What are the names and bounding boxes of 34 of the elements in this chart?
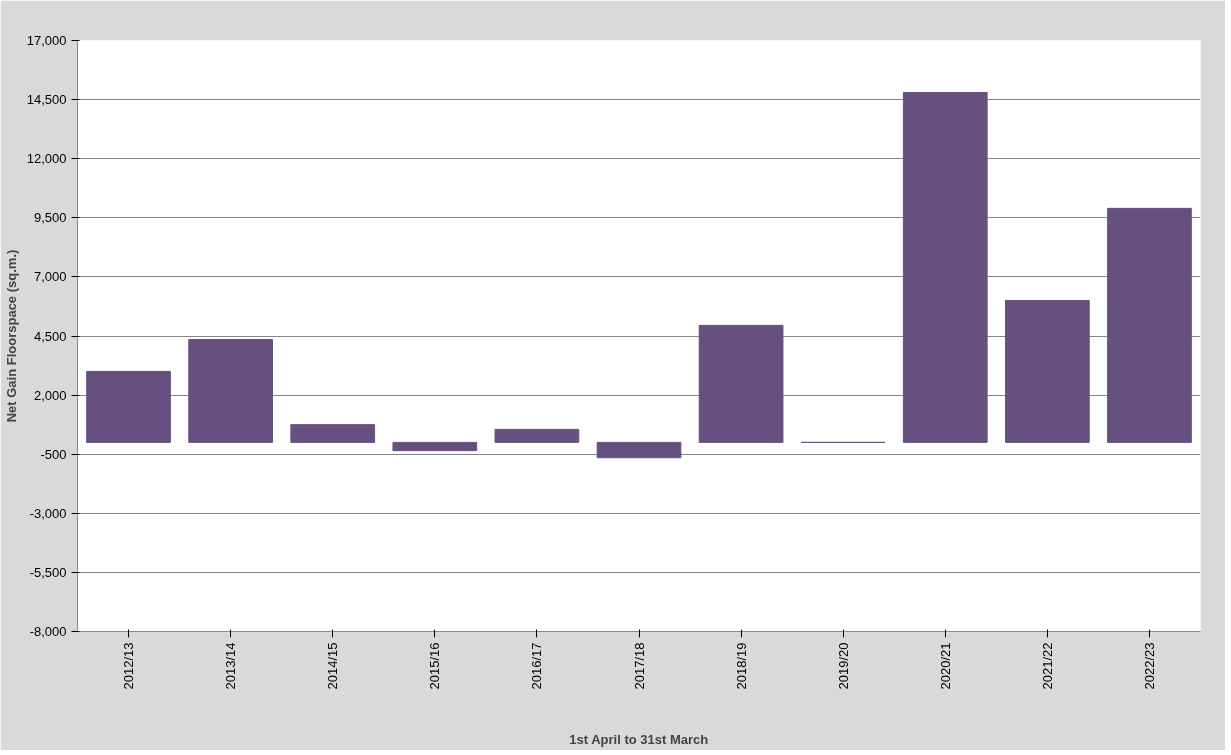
bar xyxy=(698,324,784,443)
x-tick-label: 2015/16 xyxy=(427,642,443,690)
x-axis-title: 1st April to 31st March xyxy=(569,732,709,748)
y-tick-label: -5,500 xyxy=(29,564,67,580)
x-tick-label: 2013/14 xyxy=(223,642,239,690)
bar xyxy=(494,428,580,443)
x-tick-label: 2016/17 xyxy=(529,642,545,690)
x-tick-label: 2017/18 xyxy=(631,642,647,690)
bar xyxy=(1005,300,1090,443)
y-tick-label: 9,500 xyxy=(33,210,67,226)
y-tick-label: -3,000 xyxy=(29,505,67,521)
bar xyxy=(902,92,988,443)
y-tick-label: 17,000 xyxy=(26,33,67,48)
y-tick-label: -8,000 xyxy=(29,624,67,639)
y-tick-label: -500 xyxy=(40,446,67,462)
x-tick-label: 2014/15 xyxy=(325,642,341,690)
y-tick-label: 12,000 xyxy=(26,151,67,167)
x-tick-label: 2012/13 xyxy=(121,642,137,690)
x-tick-label: 2021/22 xyxy=(1039,642,1055,690)
y-tick-label: 4,500 xyxy=(33,328,67,344)
bar xyxy=(392,441,478,452)
y-tick-label: 2,000 xyxy=(33,387,67,403)
bar xyxy=(86,370,171,443)
bar xyxy=(1107,207,1192,443)
bar xyxy=(596,441,682,459)
y-axis-title: Net Gain Floorspace (sq.m.) xyxy=(3,249,19,423)
y-tick-label: 7,000 xyxy=(33,269,67,285)
bar xyxy=(290,424,376,443)
x-tick-label: 2018/19 xyxy=(733,642,749,690)
x-tick-label: 2022/23 xyxy=(1141,642,1157,690)
y-tick-label: 14,500 xyxy=(26,92,67,108)
x-tick-label: 2020/21 xyxy=(937,642,953,690)
bar xyxy=(188,339,273,443)
x-tick-label: 2019/20 xyxy=(835,642,851,690)
